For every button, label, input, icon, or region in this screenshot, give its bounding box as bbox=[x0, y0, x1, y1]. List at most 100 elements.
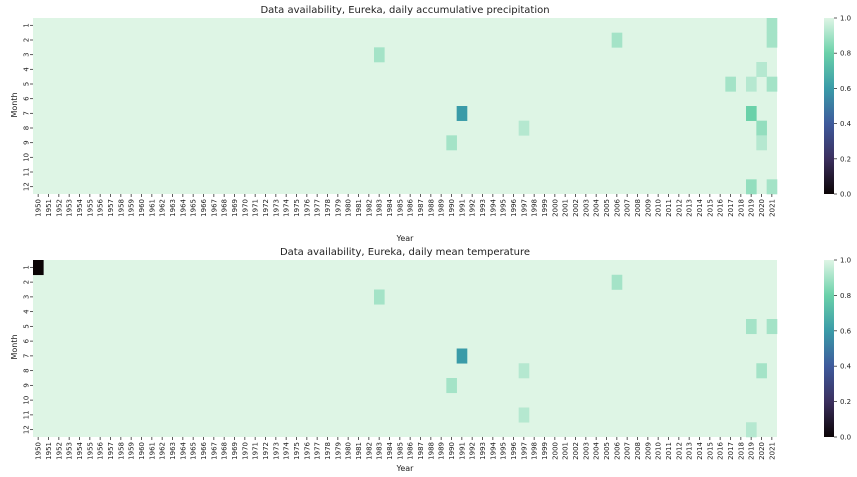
x-tick-label: 1994 bbox=[489, 198, 497, 216]
x-tick-label: 1967 bbox=[210, 199, 218, 217]
x-tick-label: 1980 bbox=[345, 199, 353, 217]
x-tick-label: 1988 bbox=[427, 199, 435, 217]
x-tick-label: 1980 bbox=[345, 442, 353, 460]
y-tick-label: 4 bbox=[23, 309, 31, 314]
y-tick-label: 12 bbox=[23, 425, 31, 434]
heatmap-cell bbox=[746, 106, 757, 121]
x-tick-label: 1967 bbox=[210, 442, 218, 460]
x-tick-label: 1955 bbox=[86, 442, 94, 460]
x-tick-label: 1972 bbox=[262, 199, 270, 217]
x-tick-label: 1950 bbox=[35, 199, 43, 217]
x-tick-label: 2009 bbox=[644, 442, 652, 460]
colorbar-tick-label: 0.2 bbox=[840, 155, 851, 163]
x-tick-label: 1957 bbox=[107, 199, 115, 217]
x-tick-label: 1956 bbox=[97, 198, 105, 216]
y-tick-label: 3 bbox=[23, 52, 31, 56]
x-tick-label: 1960 bbox=[138, 442, 146, 460]
x-tick-label: 2013 bbox=[686, 199, 694, 217]
x-tick-label: 1961 bbox=[148, 199, 156, 217]
heatmap-cell bbox=[746, 179, 757, 195]
y-tick-label: 9 bbox=[23, 140, 31, 144]
x-tick-labels: 1950 1951 1952 1953 1954 1955 1956 1957 1958 1959… bbox=[35, 437, 776, 460]
x-tick-label: 1953 bbox=[66, 199, 74, 217]
x-tick-label: 2007 bbox=[624, 442, 632, 460]
colorbar bbox=[824, 18, 834, 194]
x-tick-label: 2012 bbox=[675, 199, 683, 217]
x-axis-label: Year bbox=[396, 464, 415, 473]
heatmap-cell bbox=[33, 260, 44, 276]
heatmap-background bbox=[33, 18, 777, 194]
chart-title: Data availability, Eureka, daily accumul… bbox=[260, 5, 549, 16]
x-tick-label: 1966 bbox=[200, 441, 208, 459]
heatmap-cell bbox=[518, 120, 530, 136]
x-tick-label: 1975 bbox=[293, 442, 301, 460]
x-tick-label: 1998 bbox=[531, 199, 539, 217]
x-tick-label: 1960 bbox=[138, 199, 146, 217]
x-tick-label: 1965 bbox=[190, 199, 198, 217]
colorbar-ticks: 0.0 0.2 0.4 0.6 0.8 1.0 bbox=[834, 257, 852, 442]
x-tick-label: 2020 bbox=[758, 442, 766, 460]
x-tick-label: 1991 bbox=[458, 199, 466, 217]
x-tick-label: 2016 bbox=[717, 441, 725, 459]
x-tick-label: 2016 bbox=[717, 198, 725, 216]
x-tick-label: 1973 bbox=[272, 199, 280, 217]
y-tick-label: 9 bbox=[23, 383, 31, 387]
y-tick-label: 2 bbox=[23, 38, 31, 42]
x-tick-label: 2019 bbox=[748, 442, 756, 460]
x-tick-label: 2001 bbox=[562, 199, 570, 217]
x-tick-label: 1962 bbox=[159, 199, 167, 217]
x-tick-label: 2010 bbox=[655, 442, 663, 460]
x-tick-label: 1961 bbox=[148, 442, 156, 460]
x-tick-label: 1974 bbox=[283, 441, 291, 459]
x-tick-label: 2014 bbox=[696, 441, 704, 459]
x-tick-label: 2007 bbox=[624, 199, 632, 217]
y-tick-label: 8 bbox=[23, 126, 31, 130]
y-tick-label: 1 bbox=[23, 265, 31, 269]
x-tick-label: 1989 bbox=[438, 442, 446, 460]
x-tick-label: 2004 bbox=[593, 441, 601, 459]
x-tick-label: 1984 bbox=[386, 198, 394, 216]
x-tick-label: 1978 bbox=[324, 199, 332, 217]
x-tick-label: 2008 bbox=[634, 199, 642, 217]
x-tick-label: 1954 bbox=[76, 198, 84, 216]
x-tick-label: 1954 bbox=[76, 441, 84, 459]
colorbar-tick-label: 1.0 bbox=[840, 257, 851, 265]
x-tick-label: 1964 bbox=[179, 198, 187, 216]
x-tick-label: 1996 bbox=[510, 441, 518, 459]
x-tick-label: 2017 bbox=[727, 199, 735, 217]
heatmap-cell bbox=[611, 32, 623, 48]
heatmap-cell bbox=[518, 363, 530, 379]
heatmap-cell bbox=[756, 120, 767, 136]
colorbar-tick-label: 0.4 bbox=[840, 120, 852, 128]
heatmap-cell bbox=[746, 76, 757, 92]
x-tick-label: 1992 bbox=[469, 442, 477, 460]
x-tick-label: 1996 bbox=[510, 198, 518, 216]
x-tick-label: 1976 bbox=[303, 441, 311, 459]
x-tick-label: 1994 bbox=[489, 441, 497, 459]
x-tick-label: 1987 bbox=[417, 199, 425, 217]
x-tick-label: 2009 bbox=[644, 199, 652, 217]
x-tick-label: 1965 bbox=[190, 442, 198, 460]
y-tick-label: 6 bbox=[23, 96, 31, 101]
x-tick-label: 1982 bbox=[365, 199, 373, 217]
x-tick-label: 2003 bbox=[582, 199, 590, 217]
heatmap-cells bbox=[33, 260, 778, 438]
heatmap-cell bbox=[446, 378, 457, 394]
x-tick-label: 1959 bbox=[128, 442, 136, 460]
x-tick-label: 1975 bbox=[293, 199, 301, 217]
y-tick-label: 6 bbox=[23, 338, 31, 343]
heatmap-background bbox=[33, 260, 777, 437]
x-tick-label: 2000 bbox=[551, 199, 559, 217]
x-tick-label: 1991 bbox=[458, 442, 466, 460]
x-tick-label: 1979 bbox=[334, 442, 342, 460]
x-tick-label: 1981 bbox=[355, 199, 363, 217]
x-tick-label: 2011 bbox=[665, 442, 673, 460]
x-tick-label: 1979 bbox=[334, 199, 342, 217]
x-tick-label: 1984 bbox=[386, 441, 394, 459]
x-tick-label: 2002 bbox=[572, 442, 580, 460]
x-tick-label: 1951 bbox=[45, 442, 53, 460]
colorbar-ticks: 0.0 0.2 0.4 0.6 0.8 1.0 bbox=[834, 15, 852, 199]
heatmap-cell bbox=[746, 422, 757, 438]
x-tick-label: 2014 bbox=[696, 198, 704, 216]
